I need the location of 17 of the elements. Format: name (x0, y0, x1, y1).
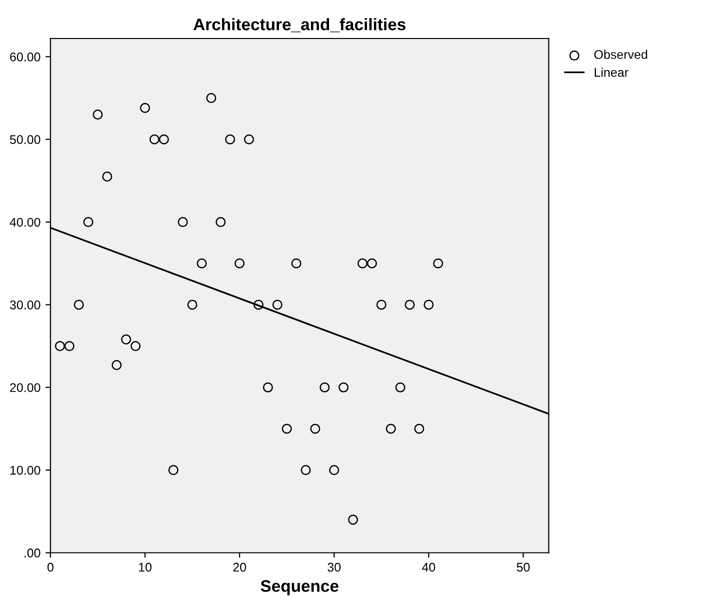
y-tick-label: 30.00 (10, 300, 40, 310)
y-tick-label: 10.00 (10, 466, 40, 475)
legend-label: Linear (594, 68, 628, 77)
x-tick-label: 50 (516, 562, 530, 572)
x-tick-label: 10 (139, 562, 152, 572)
y-tick-label: 60.00 (10, 52, 40, 62)
y-tick-label: .00 (24, 548, 40, 558)
y-tick-label: 40.00 (10, 218, 40, 227)
x-tick-label: 40 (422, 562, 436, 572)
y-tick-label: 20.00 (10, 383, 40, 392)
x-axis-title: Sequence (260, 580, 338, 596)
x-tick-label: 20 (233, 562, 246, 572)
x-tick-label: 30 (328, 562, 341, 572)
chart-title: Architecture_and_facilities (194, 18, 406, 32)
x-tick-label: 0 (47, 562, 54, 572)
legend-label: Observed (594, 50, 648, 59)
y-tick-label: 50.00 (10, 135, 40, 144)
